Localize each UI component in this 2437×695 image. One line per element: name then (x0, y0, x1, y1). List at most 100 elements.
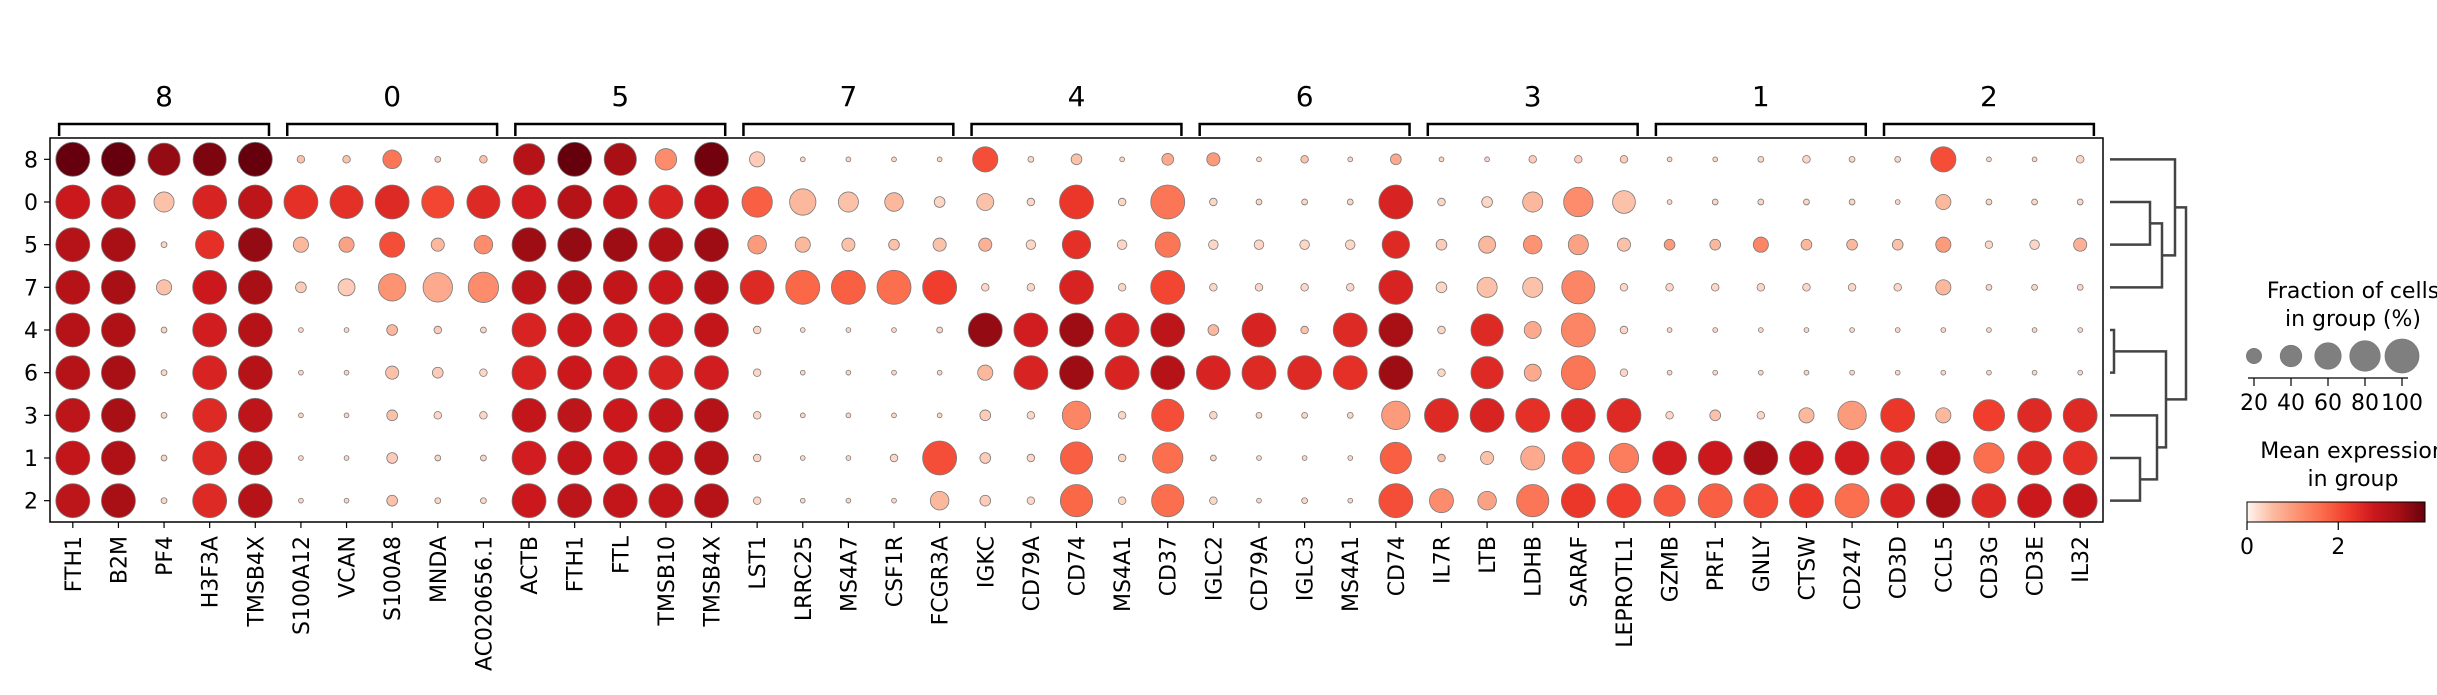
size-legend-tick-label-60: 60 (2314, 391, 2342, 416)
dot-2-cd3e (2017, 483, 2052, 519)
dot-1-gnly (1743, 440, 1779, 476)
dot-2-ctsw (1789, 483, 1824, 519)
y-tick-label-1: 1 (24, 447, 38, 472)
dot-8-cd37 (1161, 153, 1175, 166)
dot-5-iglc3 (1299, 239, 1310, 250)
group-label-0: 0 (383, 80, 401, 113)
group-bracket-6 (1198, 122, 1411, 136)
dot-7-il32 (2076, 283, 2084, 291)
dot-0-iglc2 (1209, 197, 1218, 207)
dot-1-ms4a1 (1347, 455, 1354, 461)
dot-3-mnda (433, 411, 442, 420)
dot-0-lrrc25 (789, 188, 817, 216)
dot-7-gzmb (1665, 283, 1674, 292)
dot-6-lrrc25 (799, 369, 806, 376)
dot-0-fcgr3a (933, 196, 946, 208)
dot-2-ms4a7 (845, 497, 852, 504)
x-tick-label-gnly: GNLY (1750, 535, 1775, 592)
dot-8-fth1 (557, 141, 593, 177)
dot-6-fcgr3a (936, 369, 943, 376)
group-bracket-4 (970, 122, 1183, 136)
dot-6-iglc2 (1195, 355, 1231, 391)
dot-5-ac020656.1 (473, 234, 494, 255)
x-axis-tick-labels: FTH1 B2M PF4 H3F3A TMSB4X S100A12 VCAN S100A8 MN… (62, 522, 2094, 671)
dot-8-tmsb10 (654, 148, 678, 171)
dot-4-cd3d (1894, 327, 1901, 333)
y-tick-label-4: 4 (24, 319, 38, 344)
dot-2-lst1 (752, 496, 762, 505)
dot-7-cd79a (1254, 283, 1264, 292)
dot-0-ftl (602, 184, 638, 220)
y-axis-tick-labels: 8 0 5 7 4 6 3 1 2 (24, 148, 50, 515)
size-legend-tick-label-20: 20 (2240, 391, 2268, 416)
dendrogram (2110, 158, 2188, 502)
dot-0-b2m (101, 184, 136, 220)
dot-0-il32 (2076, 198, 2084, 206)
dot-1-il32 (2062, 440, 2098, 476)
dot-5-cd3g (1984, 240, 1994, 249)
dot-4-mnda (433, 325, 442, 335)
dot-6-ms4a1 (1332, 355, 1368, 391)
dot-5-cd74 (1381, 230, 1410, 259)
x-tick-label-actb: ACTB (518, 536, 543, 595)
dot-4-s100a8 (386, 324, 398, 336)
dot-3-il7r (1424, 397, 1459, 433)
dot-7-iglc2 (1209, 283, 1218, 292)
dot-0-fth1 (55, 184, 91, 220)
dot-5-saraf (1567, 234, 1589, 256)
dot-3-gnly (1756, 411, 1766, 420)
dot-1-igkc (979, 452, 992, 464)
dot-3-leprotl1 (1606, 397, 1642, 433)
dot-4-vcan (343, 327, 350, 333)
color-legend: Mean expression in group 0 2 (2240, 439, 2437, 560)
dot-4-cd79a (1013, 312, 1049, 348)
dot-4-fcgr3a (936, 326, 943, 334)
dot-8-pf4 (147, 142, 181, 176)
dot-2-gzmb (1653, 484, 1686, 517)
dot-5-cd3e (2029, 239, 2040, 250)
dot-8-ldhb (1528, 155, 1537, 164)
dot-7-ac020656.1 (467, 271, 500, 303)
x-tick-label-il32: IL32 (2069, 536, 2094, 583)
dot-1-h3f3a (192, 440, 228, 476)
dot-6-gzmb (1666, 369, 1673, 376)
dot-2-ms4a1 (1117, 496, 1127, 505)
size-legend-dot-100 (2384, 338, 2420, 374)
group-bracket-8 (57, 122, 271, 136)
dot-5-mnda (430, 237, 445, 252)
dot-2-gnly (1743, 483, 1779, 519)
dot-2-fcgr3a (929, 490, 950, 511)
dot-2-csf1r (891, 497, 897, 504)
dot-6-cd74 (1378, 355, 1414, 391)
dot-5-fcgr3a (932, 237, 947, 252)
dot-6-ccl5 (1940, 369, 1947, 376)
dot-6-actb (511, 355, 547, 391)
dot-5-lst1 (747, 234, 767, 255)
dot-4-ltb (1470, 313, 1504, 347)
group-label-5: 5 (611, 80, 629, 113)
group-label-4: 4 (1068, 80, 1086, 113)
y-tick-label-0: 0 (24, 191, 38, 216)
dot-7-ctsw (1802, 283, 1811, 292)
dot-5-csf1r (888, 238, 900, 251)
dot-2-s100a8 (386, 494, 398, 507)
dendro-root (2166, 206, 2188, 401)
dot-3-tmsb4x (694, 397, 729, 433)
x-tick-label-pf4: PF4 (153, 536, 178, 576)
group-bracket-1 (1654, 122, 1868, 136)
dot-1-iglc3 (1301, 455, 1308, 461)
dot-7-ms4a1 (1117, 283, 1127, 292)
dot-8-tmsb4x (694, 141, 729, 177)
dendro-8-057 (2110, 158, 2177, 257)
dot-3-tmsb10 (648, 397, 684, 433)
dot-7-lrrc25 (785, 269, 821, 305)
dot-1-vcan (343, 455, 350, 461)
dot-7-tmsb10 (648, 269, 684, 305)
dot-5-s100a8 (379, 231, 406, 258)
dot-8-cd3e (2031, 156, 2038, 163)
dot-3-ms4a1 (1117, 411, 1127, 420)
dot-8-tmsb4x (237, 141, 273, 177)
dot-0-ms4a1 (1346, 198, 1354, 206)
dot-7-fcgr3a (922, 269, 958, 305)
dot-2-ms4a1 (1347, 497, 1354, 504)
